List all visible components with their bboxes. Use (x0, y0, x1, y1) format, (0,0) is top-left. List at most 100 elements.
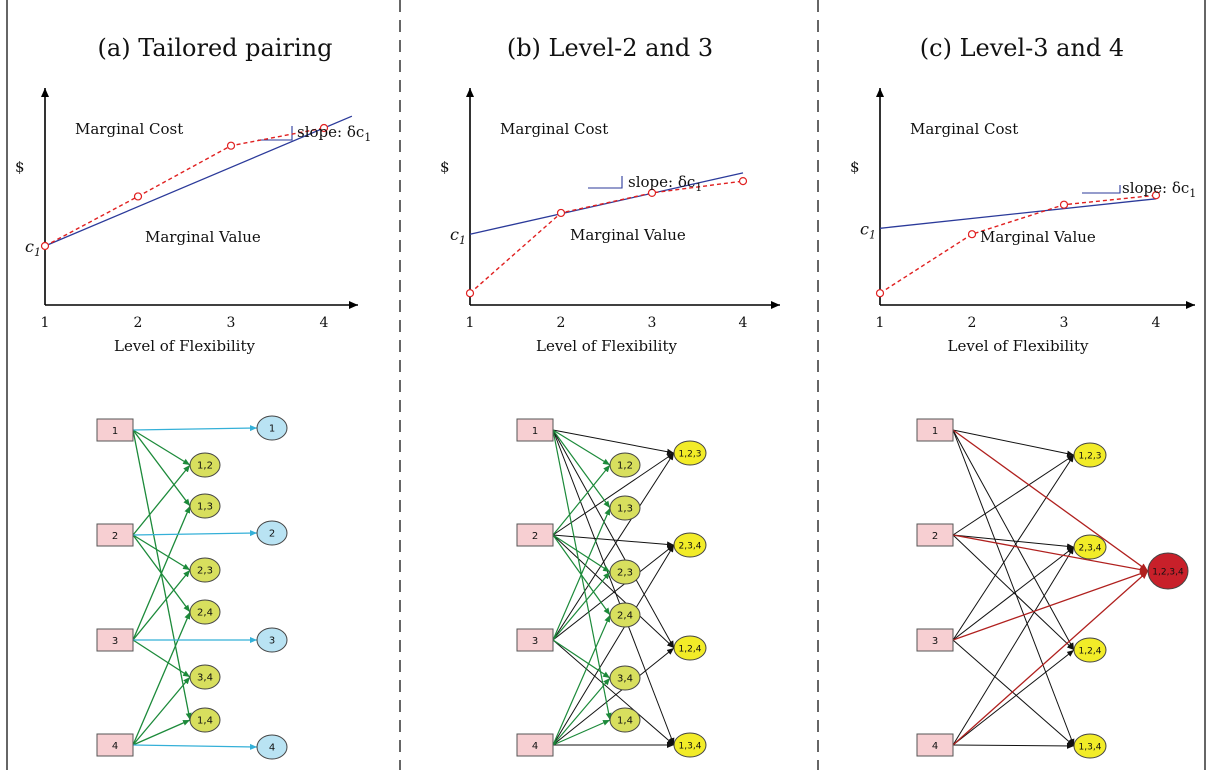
panel-layer: (a) Tailored pairing $1 2 3 4 Level of Flexib… (15, 34, 1196, 760)
source-node-label: 3 (932, 636, 938, 647)
x-tick-label: 3 (227, 315, 236, 331)
c1-subscript: 1 (34, 246, 41, 259)
target-node (1147, 552, 1189, 590)
flow-arrow (132, 429, 192, 721)
target-node-label: 3 (269, 636, 275, 647)
target-node (1073, 733, 1107, 759)
target-node (609, 602, 641, 628)
marginal-cost-label: Marginal Cost (910, 120, 1018, 138)
flow-arrow (552, 639, 675, 746)
y-axis-label: $ (15, 158, 25, 176)
target-node (189, 599, 221, 625)
target-node (256, 734, 288, 760)
marginal-value-point (875, 289, 885, 298)
target-node (256, 415, 288, 441)
target-node-label: 1,2,3 (1079, 452, 1102, 462)
target-node-label: 2,4 (617, 611, 633, 622)
panel-title: (c) Level-3 and 4 (920, 34, 1124, 62)
y-axis-label: $ (850, 158, 860, 176)
marginal-value-point (1151, 191, 1161, 200)
flow-arrow (952, 534, 1149, 573)
flow-arrow (132, 464, 191, 536)
marginal-value-point (40, 241, 50, 251)
flow-arrow (552, 719, 611, 746)
network-b: 1 2 3 4 1,2 1,3 2,3 2,4 3,4 1,4 1,2,3 2,3,4 1,2,4 1,3… (516, 418, 707, 758)
flow-arrow (952, 570, 1149, 641)
source-node-label: 4 (932, 741, 938, 752)
flow-arrow (552, 429, 612, 721)
flow-arrow (552, 639, 611, 679)
target-node-label: 2,3,4 (1079, 544, 1102, 554)
flow-arrow (952, 649, 1075, 746)
flow-arrow (552, 429, 611, 466)
marginal-value-label: Marginal Value (570, 226, 686, 244)
network-c: 1 2 3 4 1,2,3 2,3,4 1,2,4 1,3,4 1,2,3,4 (916, 418, 1189, 759)
flow-arrow (132, 719, 191, 746)
flow-arrow (132, 676, 191, 746)
target-node-label: 4 (269, 743, 275, 754)
source-node (96, 628, 134, 652)
marginal-cost-label: Marginal Cost (75, 120, 183, 138)
flow-arrow (132, 639, 191, 678)
c1-label: c1 (450, 225, 466, 247)
target-node (1073, 534, 1107, 560)
target-node-label: 1,4 (617, 716, 633, 727)
flow-arrow (132, 429, 191, 466)
target-node (1073, 637, 1107, 663)
target-node-label: 1,3 (617, 504, 633, 515)
slope-triangle (1082, 185, 1121, 194)
target-node (609, 452, 641, 478)
target-node-label: 1,2,3,4 (1152, 568, 1184, 578)
target-node-label: 1,2,4 (679, 645, 702, 655)
slope-subscript: 1 (364, 131, 371, 144)
flow-arrow (552, 534, 611, 573)
x-tick-label: 4 (1152, 315, 1161, 331)
network-a: 1 2 3 4 1 1,2 1,3 2 2,3 2,4 3 3,4 1,4 4 (96, 415, 288, 760)
source-node (96, 418, 134, 442)
marginal-value-point (465, 289, 475, 298)
source-node-label: 3 (532, 636, 538, 647)
c1-subscript: 1 (459, 234, 466, 247)
panel-title: (a) Tailored pairing (98, 34, 333, 62)
flow-arrow (132, 611, 191, 746)
x-tick-label: 1 (41, 315, 50, 331)
marginal-value-point (226, 141, 236, 150)
panel-title: (b) Level-2 and 3 (507, 34, 713, 62)
flow-arrow (552, 429, 675, 649)
flow-arrow (552, 534, 675, 649)
flow-arrow (552, 429, 675, 455)
flow-arrow (132, 429, 191, 507)
flow-arrow (132, 425, 258, 432)
target-node (189, 664, 221, 690)
target-node-label: 3,4 (197, 673, 213, 684)
flow-arrow (552, 452, 675, 536)
target-node-label: 1,3,4 (679, 742, 702, 752)
flow-arrow (552, 647, 675, 746)
c1-label: c1 (860, 219, 876, 241)
target-node-label: 2,4 (197, 608, 213, 619)
flow-arrow (952, 534, 1075, 651)
c1-subscript: 1 (869, 228, 876, 241)
source-node (916, 523, 954, 547)
marginal-value-line (44, 127, 325, 247)
target-node-label: 1,2,4 (1079, 647, 1102, 657)
flow-arrow (952, 429, 1075, 457)
source-node-label: 2 (532, 531, 538, 542)
target-node-label: 1,2,3 (679, 450, 702, 460)
flow-arrow (952, 639, 1075, 747)
target-node (609, 495, 641, 521)
marginal-value-point (556, 208, 566, 218)
source-node (516, 523, 554, 547)
flow-arrow (552, 464, 611, 536)
source-node (96, 733, 134, 757)
flow-arrow (952, 429, 1149, 572)
flow-arrow (132, 534, 191, 571)
target-node (673, 440, 707, 466)
target-node-label: 3,4 (617, 674, 633, 685)
slope-triangle (258, 126, 293, 141)
marginal-value-line (469, 180, 744, 294)
source-node (916, 733, 954, 757)
flow-arrow (952, 570, 1149, 746)
y-axis-label: $ (440, 158, 450, 176)
flow-arrow (952, 546, 1075, 746)
